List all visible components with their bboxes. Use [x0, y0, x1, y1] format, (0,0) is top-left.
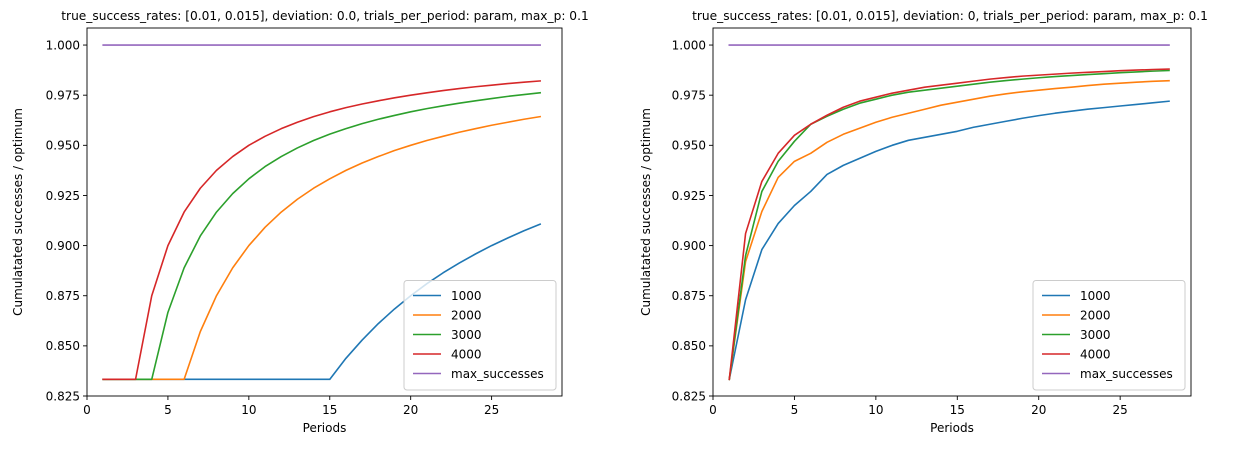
- legend-label: 4000: [1080, 347, 1111, 361]
- legend-label: 4000: [451, 347, 482, 361]
- legend-label: max_successes: [451, 367, 544, 381]
- x-tick-label: 5: [164, 403, 172, 417]
- x-axis-label: Periods: [930, 421, 974, 435]
- x-tick-label: 25: [484, 403, 499, 417]
- legend-label: 1000: [1080, 289, 1111, 303]
- y-tick-label: 0.950: [46, 139, 80, 153]
- legend-label: 1000: [451, 289, 482, 303]
- y-tick-label: 0.975: [46, 88, 80, 102]
- series-line-3000: [728, 69, 1170, 381]
- x-axis-label: Periods: [303, 421, 347, 435]
- y-tick-label: 0.900: [46, 239, 80, 253]
- series-line-3000: [102, 91, 542, 381]
- legend-label: 2000: [451, 308, 482, 322]
- series-line-2000: [102, 115, 542, 381]
- legend-label: 3000: [1080, 328, 1111, 342]
- x-tick-label: 10: [241, 403, 256, 417]
- series-line-2000: [728, 79, 1170, 381]
- y-tick-label: 0.850: [46, 339, 80, 353]
- x-tick-label: 20: [1031, 403, 1046, 417]
- legend-label: max_successes: [1080, 367, 1173, 381]
- chart-1: true_success_rates: [0.01, 0.015], devia…: [11, 9, 589, 435]
- y-tick-label: 0.975: [672, 88, 706, 102]
- y-tick-label: 1.000: [672, 38, 706, 52]
- y-tick-label: 0.925: [672, 189, 706, 203]
- x-tick-label: 0: [709, 403, 717, 417]
- x-tick-label: 20: [403, 403, 418, 417]
- legend-box: [403, 280, 557, 391]
- axes-frame: [712, 27, 1192, 397]
- x-tick-label: 10: [868, 403, 883, 417]
- y-tick-label: 0.875: [46, 289, 80, 303]
- x-tick-label: 5: [791, 403, 799, 417]
- y-tick-label: 0.925: [46, 189, 80, 203]
- chart-title: true_success_rates: [0.01, 0.015], devia…: [61, 9, 588, 23]
- series-line-1000: [728, 100, 1170, 381]
- plot-area: [102, 44, 542, 381]
- x-tick-label: 15: [322, 403, 337, 417]
- x-tick-label: 0: [83, 403, 91, 417]
- y-tick-label: 0.850: [672, 339, 706, 353]
- legend-label: 3000: [451, 328, 482, 342]
- y-tick-label: 1.000: [46, 38, 80, 52]
- y-axis-label: Cumulatated successes / optimum: [11, 108, 25, 316]
- x-tick-label: 15: [950, 403, 965, 417]
- chart-2: true_success_rates: [0.01, 0.015], devia…: [639, 9, 1208, 435]
- y-tick-label: 0.900: [672, 239, 706, 253]
- y-axis-label: Cumulatated successes / optimum: [639, 108, 653, 316]
- y-tick-label: 0.825: [672, 389, 706, 403]
- y-tick-label: 0.950: [672, 139, 706, 153]
- series-line-4000: [102, 80, 542, 381]
- series-line-4000: [728, 68, 1170, 381]
- legend-box: [1032, 280, 1186, 391]
- axes-frame: [86, 27, 563, 397]
- legend: 1000 2000 3000 4000 max_successes: [403, 280, 557, 391]
- y-tick-label: 0.875: [672, 289, 706, 303]
- plot-area: [728, 44, 1170, 381]
- chart-title: true_success_rates: [0.01, 0.015], devia…: [692, 9, 1208, 23]
- x-tick-label: 25: [1113, 403, 1128, 417]
- legend: 1000 2000 3000 4000 max_successes: [1032, 280, 1186, 391]
- legend-label: 2000: [1080, 308, 1111, 322]
- y-tick-label: 0.825: [46, 389, 80, 403]
